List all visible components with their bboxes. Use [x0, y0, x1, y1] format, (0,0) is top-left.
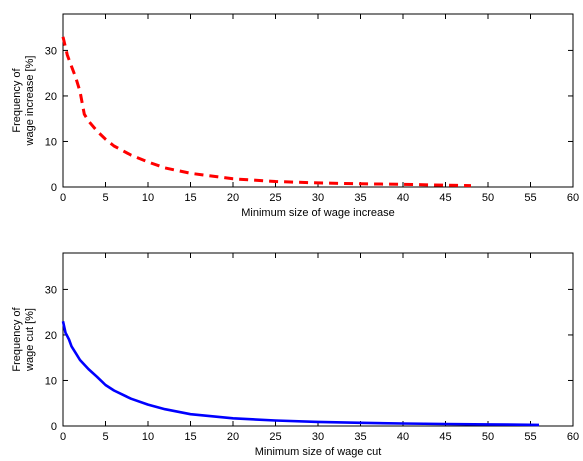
x-tick-label: 0: [60, 431, 66, 443]
x-tick-label: 10: [142, 192, 154, 204]
x-tick-label: 25: [269, 192, 281, 204]
x-tick-label: 20: [227, 192, 239, 204]
plot-frame: [62, 252, 574, 427]
y-tick-label: 30: [45, 45, 57, 57]
x-tick-label: 35: [354, 431, 366, 443]
x-tick-label: 20: [227, 431, 239, 443]
x-tick-label: 25: [269, 431, 281, 443]
y-tick-label: 10: [45, 136, 57, 148]
x-tick-label: 45: [439, 192, 451, 204]
plot-1: 0 5 10 15 20 25 30 35 40 45 50 55 60 0 10 20 30 Minimum s…: [11, 13, 579, 219]
x-tick-label: 30: [312, 431, 324, 443]
x-tick-label: 5: [102, 431, 108, 443]
x-tick-label: 15: [184, 192, 196, 204]
y-axis-label-line: wage cut [%]: [24, 308, 36, 372]
x-tick-label: 55: [524, 431, 536, 443]
y-axis-label: Frequency ofwage cut [%]: [11, 306, 36, 372]
x-tick-label: 0: [60, 192, 66, 204]
y-tick-label: 0: [51, 421, 57, 433]
x-tick-label: 60: [567, 431, 579, 443]
x-tick-label: 15: [184, 431, 196, 443]
y-axis-label-line: wage increase [%]: [24, 56, 36, 147]
y-axis-label-line: Frequency of: [11, 306, 23, 371]
x-tick-label: 45: [439, 431, 451, 443]
x-tick-label: 10: [142, 431, 154, 443]
x-tick-label: 35: [354, 192, 366, 204]
x-axis-label: Minimum size of wage cut: [255, 446, 382, 458]
plot-2: 0 5 10 15 20 25 30 35 40 45 50 55 60 0 10 20 30 Minimum s…: [11, 252, 579, 458]
x-axis-label: Minimum size of wage increase: [241, 207, 394, 219]
x-tick-label: 50: [482, 431, 494, 443]
y-tick-label: 20: [45, 91, 57, 103]
x-tick-label: 55: [524, 192, 536, 204]
x-tick-label: 40: [397, 431, 409, 443]
y-axis-label-line: Frequency of: [11, 67, 23, 132]
y-tick-label: 0: [51, 182, 57, 194]
y-tick-label: 20: [45, 330, 57, 342]
x-tick-label: 60: [567, 192, 579, 204]
x-tick-label: 40: [397, 192, 409, 204]
y-axis-label: Frequency ofwage increase [%]: [11, 56, 36, 147]
x-tick-label: 30: [312, 192, 324, 204]
x-tick-label: 5: [102, 192, 108, 204]
plot-frame: [62, 13, 574, 188]
y-tick-label: 10: [45, 375, 57, 387]
series-line: [61, 321, 540, 427]
x-tick-label: 50: [482, 192, 494, 204]
series-line: [61, 36, 472, 188]
y-tick-label: 30: [45, 284, 57, 296]
